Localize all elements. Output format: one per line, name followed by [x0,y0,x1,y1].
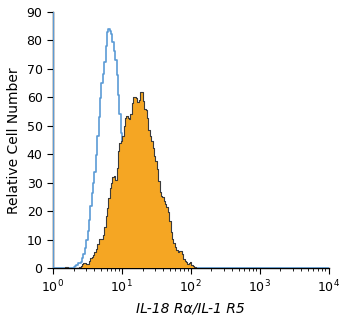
Y-axis label: Relative Cell Number: Relative Cell Number [7,67,21,213]
X-axis label: IL-18 Rα/IL-1 R5: IL-18 Rα/IL-1 R5 [136,301,245,315]
